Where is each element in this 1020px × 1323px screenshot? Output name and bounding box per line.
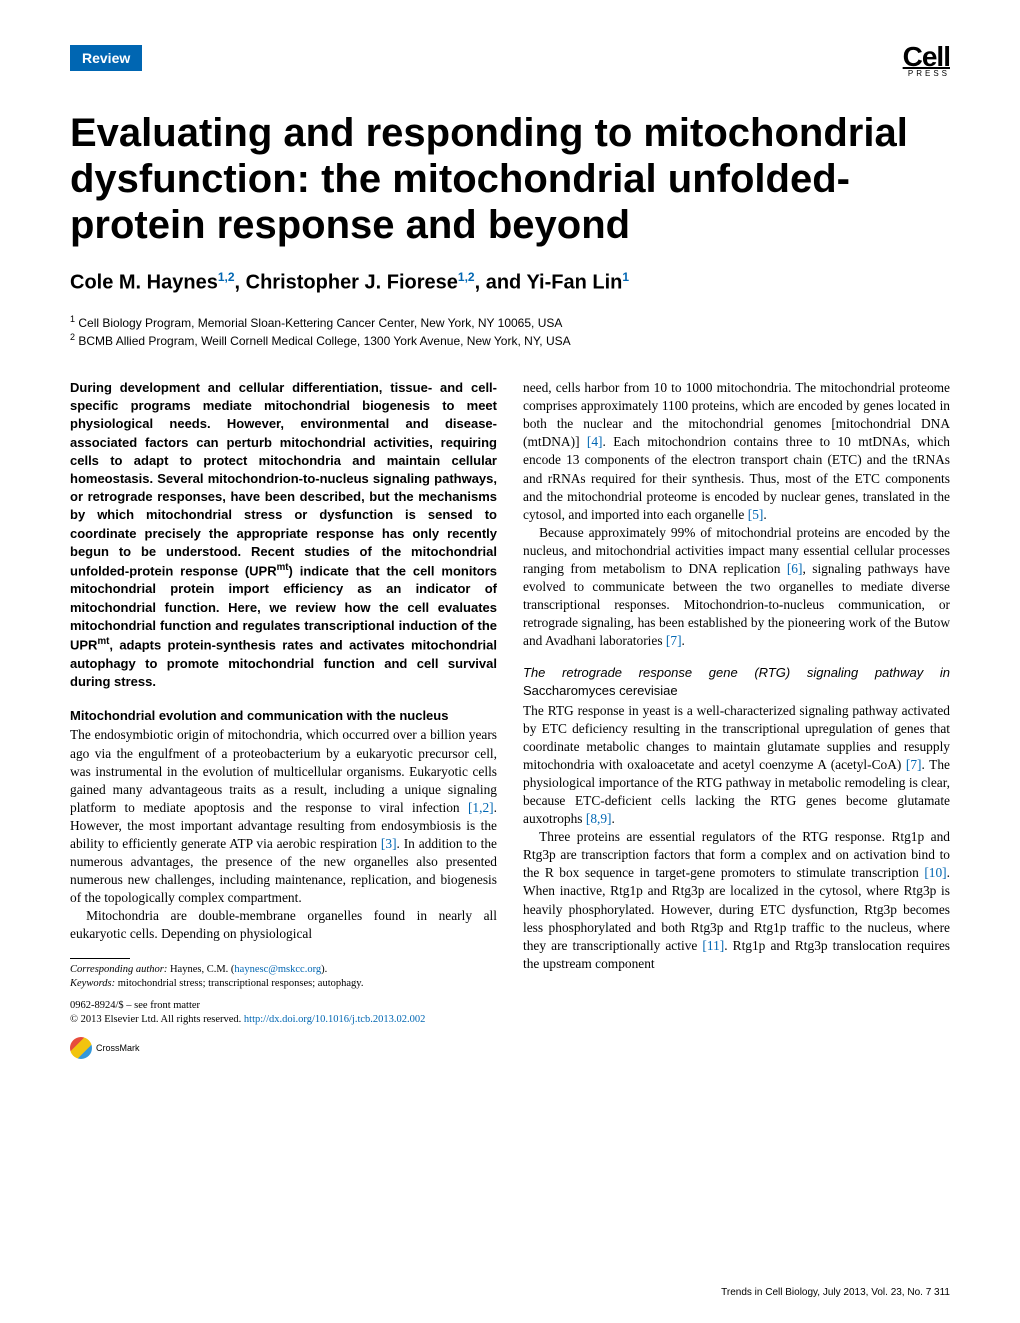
affiliations: 1 Cell Biology Program, Memorial Sloan-K… <box>70 313 950 349</box>
review-tag: Review <box>70 45 142 71</box>
logo-sub: PRESS <box>903 69 950 78</box>
corresponding-author: Corresponding author: Haynes, C.M. (hayn… <box>70 963 497 977</box>
col2-body: need, cells harbor from 10 to 1000 mitoc… <box>523 379 950 650</box>
section-heading-1: Mitochondrial evolution and communicatio… <box>70 707 497 725</box>
crossmark-icon <box>70 1037 92 1059</box>
para: need, cells harbor from 10 to 1000 mitoc… <box>523 379 950 524</box>
content-columns: During development and cellular differen… <box>70 379 950 1059</box>
section-1-body: The endosymbiotic origin of mitochondria… <box>70 726 497 943</box>
left-column: During development and cellular differen… <box>70 379 497 1059</box>
keywords: Keywords: mitochondrial stress; transcri… <box>70 977 497 991</box>
footnote-rule <box>70 958 130 959</box>
para: Because approximately 99% of mitochondri… <box>523 524 950 651</box>
section-heading-2: The retrograde response gene (RTG) signa… <box>523 664 950 699</box>
para: Mitochondria are double-membrane organel… <box>70 907 497 943</box>
footnotes: Corresponding author: Haynes, C.M. (hayn… <box>70 963 497 1028</box>
para: The endosymbiotic origin of mitochondria… <box>70 726 497 907</box>
authors: Cole M. Haynes1,2, Christopher J. Fiores… <box>70 270 950 295</box>
crossmark-label: CrossMark <box>96 1042 140 1054</box>
abstract: During development and cellular differen… <box>70 379 497 691</box>
publisher-logo: Cell PRESS <box>903 45 950 78</box>
logo-main: Cell <box>903 45 950 69</box>
email-link[interactable]: haynesc@mskcc.org <box>234 964 321 975</box>
affiliation-1: 1 Cell Biology Program, Memorial Sloan-K… <box>70 313 950 331</box>
para: Three proteins are essential regulators … <box>523 828 950 973</box>
issn: 0962-8924/$ – see front matter <box>70 999 497 1013</box>
page-footer: Trends in Cell Biology, July 2013, Vol. … <box>721 1287 950 1298</box>
para: The RTG response in yeast is a well-char… <box>523 702 950 829</box>
doi-link[interactable]: http://dx.doi.org/10.1016/j.tcb.2013.02.… <box>244 1014 426 1025</box>
right-column: need, cells harbor from 10 to 1000 mitoc… <box>523 379 950 1059</box>
affiliation-2: 2 BCMB Allied Program, Weill Cornell Med… <box>70 331 950 349</box>
crossmark[interactable]: CrossMark <box>70 1037 497 1059</box>
section-2-body: The RTG response in yeast is a well-char… <box>523 702 950 973</box>
article-title: Evaluating and responding to mitochondri… <box>70 110 950 248</box>
copyright: © 2013 Elsevier Ltd. All rights reserved… <box>70 1013 497 1027</box>
